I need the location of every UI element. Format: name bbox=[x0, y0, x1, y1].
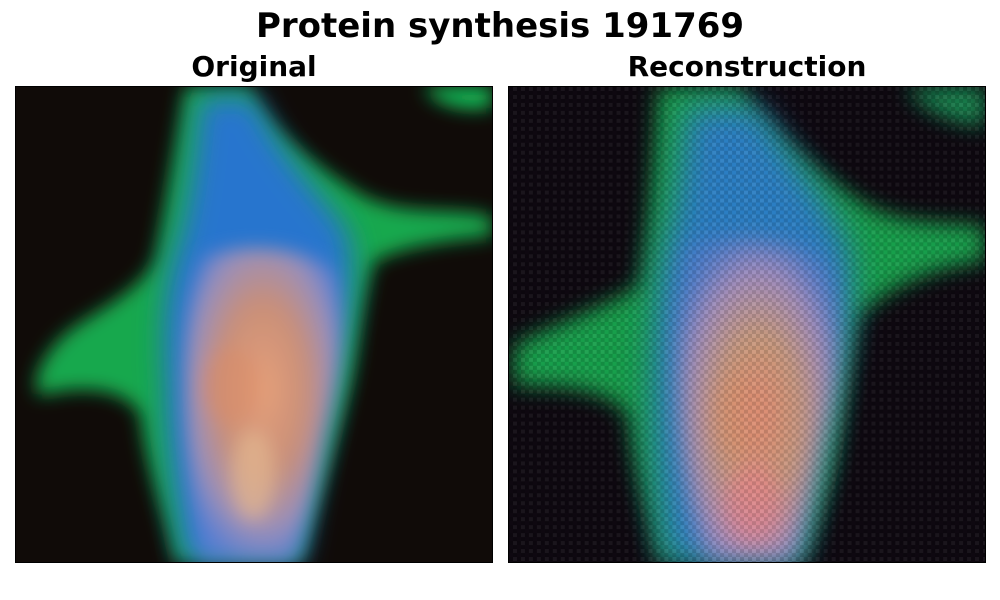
reconstruction-cell-image bbox=[509, 87, 985, 562]
panel-title-original: Original bbox=[191, 50, 317, 83]
figure-title: Protein synthesis 191769 bbox=[255, 6, 745, 46]
panel-title-reconstruction: Reconstruction bbox=[627, 50, 867, 83]
original-cell-image bbox=[16, 87, 492, 562]
reconstruction-image-panel bbox=[508, 86, 986, 563]
original-image-panel bbox=[15, 86, 493, 563]
